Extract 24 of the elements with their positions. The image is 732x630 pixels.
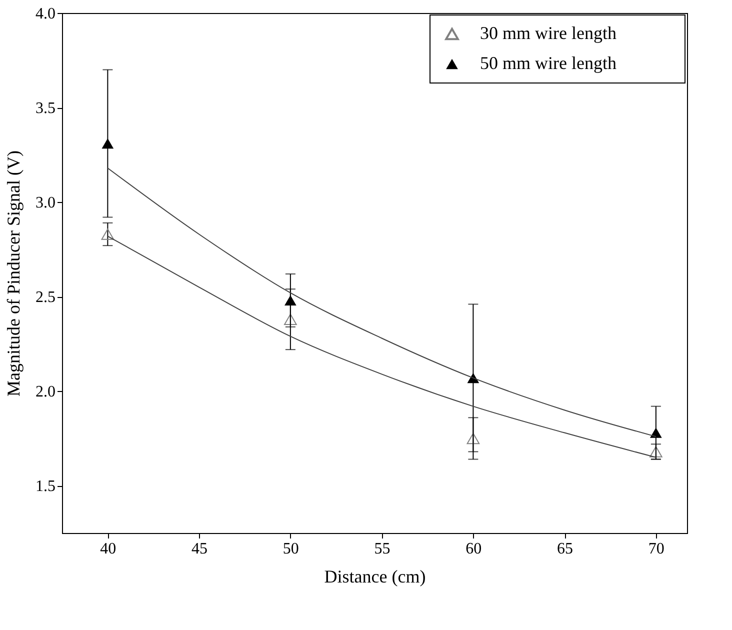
point	[284, 314, 297, 325]
y-axis-title: Magnitude of Pinducer Signal (V)	[4, 150, 24, 396]
x-tick-label: 40	[100, 540, 116, 558]
point	[102, 138, 114, 149]
y-tick-label: 3.0	[36, 194, 56, 212]
x-axis-title: Distance (cm)	[324, 566, 426, 586]
point	[101, 228, 114, 240]
legend-label: 30 mm wire length	[480, 23, 616, 43]
x-tick-label: 55	[374, 540, 390, 558]
x-tick-label: 45	[192, 540, 208, 558]
x-tick-label: 70	[648, 540, 664, 558]
y-tick-label: 1.5	[36, 478, 56, 496]
y-tick-label: 4.0	[36, 6, 56, 22]
legend-label: 50 mm wire length	[480, 53, 616, 73]
y-tick-label: 3.5	[36, 100, 56, 118]
x-tick-label: 65	[557, 540, 574, 558]
x-tick-label: 50	[282, 540, 299, 558]
point	[284, 295, 296, 306]
x-tick-label: 60	[466, 540, 482, 558]
y-tick-label: 2.5	[36, 289, 56, 306]
y-tick-label: 2.0	[36, 384, 56, 401]
point	[650, 428, 662, 438]
point	[466, 432, 480, 444]
point	[650, 446, 662, 458]
